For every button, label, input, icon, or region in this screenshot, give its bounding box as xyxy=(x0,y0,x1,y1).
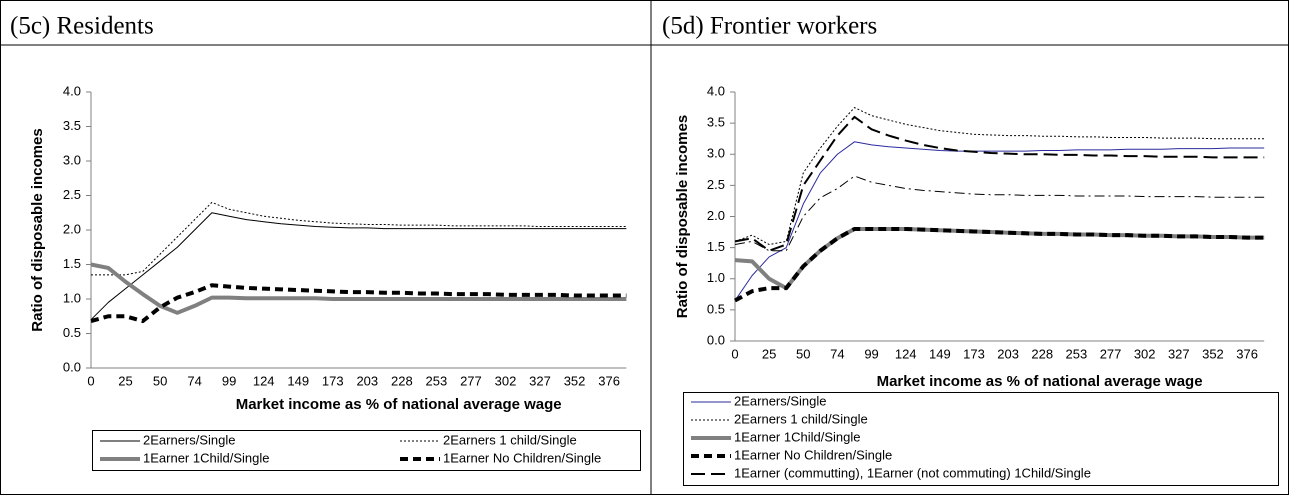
y-tick-label: 1.0 xyxy=(707,270,725,285)
chart-title: (5d) Frontier workers xyxy=(662,13,877,40)
legend-label: 2Earners 1 child/Single xyxy=(734,411,868,426)
legend-label: 1Earner No Children/Single xyxy=(734,447,892,462)
series-line xyxy=(734,141,1265,301)
y-tick-label: 1.5 xyxy=(63,256,81,271)
x-tick-label: 277 xyxy=(1100,346,1122,361)
y-tick-label: 4.0 xyxy=(63,83,81,98)
y-axis-title: Ratio of disposable incomes xyxy=(674,115,691,318)
x-tick-label: 253 xyxy=(1066,346,1088,361)
x-tick-label: 253 xyxy=(426,373,448,388)
x-tick-label: 99 xyxy=(864,346,878,361)
x-tick-label: 203 xyxy=(356,373,378,388)
x-tick-label: 327 xyxy=(529,373,551,388)
x-tick-label: 74 xyxy=(187,373,201,388)
series-line xyxy=(90,212,627,321)
x-axis-title: Market income as % of national average w… xyxy=(877,373,1203,390)
series-line xyxy=(734,175,1265,252)
x-tick-label: 149 xyxy=(929,346,951,361)
x-tick-label: 203 xyxy=(997,346,1019,361)
series-line xyxy=(90,283,627,324)
x-tick-label: 74 xyxy=(830,346,844,361)
series-line xyxy=(91,201,627,276)
legend-label: 2Earners/Single xyxy=(143,432,236,447)
x-tick-label: 352 xyxy=(564,373,586,388)
series-line xyxy=(734,107,1265,246)
y-tick-label: 0.0 xyxy=(63,359,81,374)
y-tick-label: 4.0 xyxy=(707,83,725,98)
y-tick-label: 3.0 xyxy=(63,152,81,167)
legend-box xyxy=(92,430,641,471)
y-tick-label: 0.5 xyxy=(707,301,725,316)
x-tick-label: 0 xyxy=(731,346,738,361)
legend-label: 1Earner 1Child/Single xyxy=(143,450,269,465)
x-tick-label: 228 xyxy=(1031,346,1053,361)
x-tick-label: 376 xyxy=(598,373,620,388)
legend-label: 2Earners/Single xyxy=(734,393,827,408)
x-tick-label: 302 xyxy=(495,373,517,388)
x-tick-label: 228 xyxy=(391,373,413,388)
x-tick-label: 149 xyxy=(287,373,309,388)
x-tick-label: 173 xyxy=(322,373,344,388)
legend-box xyxy=(683,392,1279,486)
x-tick-label: 25 xyxy=(762,346,776,361)
y-tick-label: 2.5 xyxy=(63,187,81,202)
y-tick-label: 0.5 xyxy=(63,325,81,340)
y-tick-label: 2.0 xyxy=(707,208,725,223)
x-tick-label: 376 xyxy=(1236,346,1258,361)
x-tick-label: 173 xyxy=(963,346,985,361)
y-tick-label: 0.0 xyxy=(707,332,725,347)
series-line xyxy=(90,262,627,315)
x-tick-label: 327 xyxy=(1168,346,1190,361)
y-tick-label: 2.5 xyxy=(707,177,725,192)
chart-title: (5c) Residents xyxy=(10,13,154,40)
x-tick-label: 277 xyxy=(460,373,482,388)
series-line xyxy=(734,115,1265,252)
x-tick-label: 0 xyxy=(87,373,94,388)
y-tick-label: 1.0 xyxy=(63,290,81,305)
x-tick-label: 50 xyxy=(153,373,167,388)
x-tick-label: 302 xyxy=(1134,346,1156,361)
y-tick-label: 3.5 xyxy=(707,115,725,130)
x-tick-label: 50 xyxy=(796,346,810,361)
x-tick-label: 124 xyxy=(253,373,275,388)
x-tick-label: 99 xyxy=(222,373,236,388)
x-tick-label: 352 xyxy=(1202,346,1224,361)
y-tick-label: 1.5 xyxy=(707,239,725,254)
y-tick-label: 3.0 xyxy=(707,146,725,161)
x-axis-title: Market income as % of national average w… xyxy=(236,396,562,413)
y-tick-label: 2.0 xyxy=(63,221,81,236)
legend-label: 1Earner 1Child/Single xyxy=(734,429,860,444)
legend-label: 1Earner (commutting), 1Earner (not commu… xyxy=(734,465,1091,480)
series-line xyxy=(734,226,1265,303)
legend-label: 2Earners 1 child/Single xyxy=(443,432,577,447)
y-axis-title: Ratio of disposable incomes xyxy=(29,128,46,331)
x-tick-label: 25 xyxy=(118,373,132,388)
y-tick-label: 3.5 xyxy=(63,118,81,133)
x-tick-label: 124 xyxy=(895,346,917,361)
legend-label: 1Earner No Children/Single xyxy=(443,450,601,465)
